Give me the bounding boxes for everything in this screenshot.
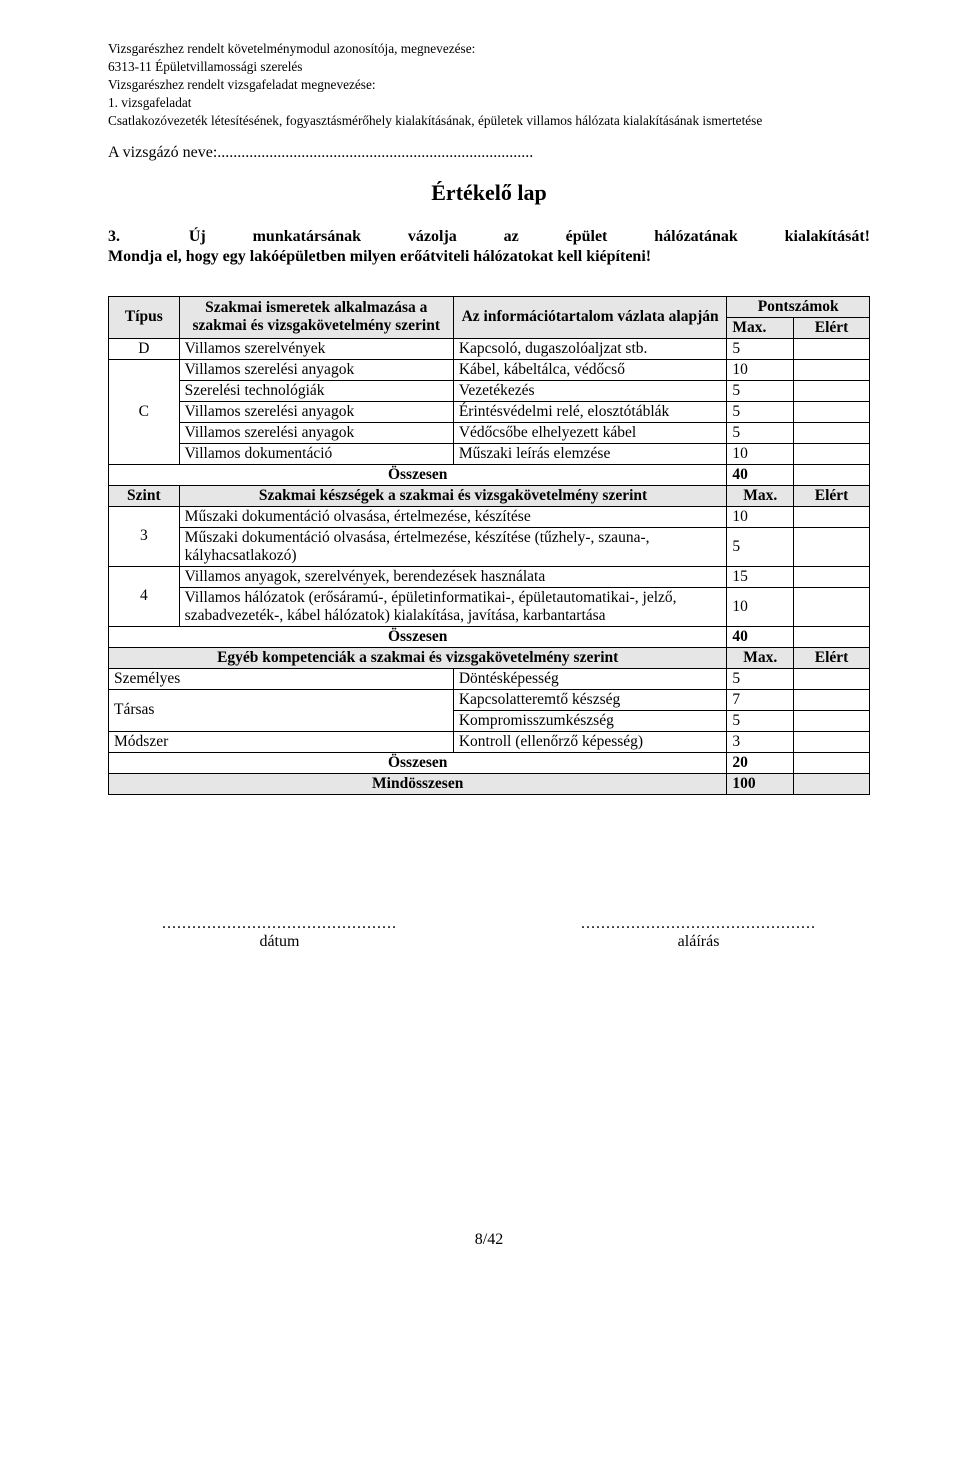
grand-total-label: Mindösszesen: [109, 773, 727, 794]
cell-max: 5: [727, 401, 794, 422]
cell-max: 10: [727, 443, 794, 464]
cell-szint-3: 3: [109, 506, 180, 566]
evaluation-table: Típus Szakmai ismeretek alkalmazása a sz…: [108, 296, 870, 795]
page-number: 8/42: [108, 1231, 870, 1249]
cell-got: [794, 689, 870, 710]
cell-comp-item: Kompromisszumkészség: [453, 710, 727, 731]
signature-row: ........................................…: [108, 915, 870, 951]
th-got: Elért: [794, 647, 870, 668]
sum-val: 40: [727, 626, 794, 647]
task-text-2: Mondja el, hogy egy lakóépületben milyen…: [108, 248, 870, 266]
date-dots: ........................................…: [108, 915, 451, 933]
cell-max: 7: [727, 689, 794, 710]
cell-max: 10: [727, 506, 794, 527]
th-egyeb: Egyéb kompetenciák a szakmai és vizsgakö…: [109, 647, 727, 668]
cell-comp-cat: Személyes: [109, 668, 454, 689]
cell-info: Kapcsoló, dugaszolóaljzat stb.: [453, 338, 727, 359]
cell-max: 5: [727, 527, 794, 566]
sum-val: 40: [727, 464, 794, 485]
th-info: Az információtartalom vázlata alapján: [453, 296, 727, 338]
cell-max: 15: [727, 566, 794, 587]
signature-label: aláírás: [527, 933, 870, 951]
header-meta: Vizsgarészhez rendelt követelménymodul a…: [108, 40, 870, 130]
cell-got: [794, 731, 870, 752]
header-line: Csatlakozóvezeték létesítésének, fogyasz…: [108, 112, 870, 130]
header-line: 1. vizsgafeladat: [108, 94, 870, 112]
cell-got: [794, 506, 870, 527]
cell-got: [794, 668, 870, 689]
th-max: Max.: [727, 647, 794, 668]
cell-comp-item: Döntésképesség: [453, 668, 727, 689]
sum-row: Összesen: [109, 752, 727, 773]
cell-type-c: C: [109, 359, 180, 464]
sum-val: 20: [727, 752, 794, 773]
th-got: Elért: [794, 485, 870, 506]
cell-skill: Villamos szerelési anyagok: [179, 359, 453, 380]
examinee-name-line: A vizsgázó neve:........................…: [108, 144, 870, 162]
cell-info: Vezetékezés: [453, 380, 727, 401]
th-max: Max.: [727, 485, 794, 506]
th-got: Elért: [794, 317, 870, 338]
cell-skill: Villamos szerelvények: [179, 338, 453, 359]
page-title: Értékelő lap: [108, 180, 870, 206]
cell-got: [794, 380, 870, 401]
cell-got: [794, 566, 870, 587]
cell-skill-desc: Műszaki dokumentáció olvasása, értelmezé…: [179, 527, 727, 566]
task-paragraph: 3. Új munkatársának vázolja az épület há…: [108, 228, 870, 246]
th-max: Max.: [727, 317, 794, 338]
cell-skill-desc: Villamos anyagok, szerelvények, berendez…: [179, 566, 727, 587]
cell-skill-desc: Villamos hálózatok (erősáramú-, épületin…: [179, 587, 727, 626]
cell-got: [794, 587, 870, 626]
cell-szint-4: 4: [109, 566, 180, 626]
th-szint: Szint: [109, 485, 180, 506]
cell-got: [794, 626, 870, 647]
cell-skill: Villamos szerelési anyagok: [179, 422, 453, 443]
cell-max: 5: [727, 710, 794, 731]
cell-type-d: D: [109, 338, 180, 359]
cell-got: [794, 359, 870, 380]
cell-skill: Villamos dokumentáció: [179, 443, 453, 464]
cell-got: [794, 338, 870, 359]
cell-got: [794, 464, 870, 485]
header-line: Vizsgarészhez rendelt követelménymodul a…: [108, 40, 870, 58]
sum-row: Összesen: [109, 626, 727, 647]
task-number: 3.: [108, 228, 142, 246]
th-keszseg: Szakmai készségek a szakmai és vizsgaköv…: [179, 485, 727, 506]
date-label: dátum: [108, 933, 451, 951]
grand-total-val: 100: [727, 773, 794, 794]
cell-comp-item: Kapcsolatteremtő készség: [453, 689, 727, 710]
cell-max: 10: [727, 587, 794, 626]
task-text-1: Új munkatársának vázolja az épület hálóz…: [189, 228, 870, 245]
cell-comp-item: Kontroll (ellenőrző képesség): [453, 731, 727, 752]
cell-max: 5: [727, 422, 794, 443]
cell-info: Védőcsőbe elhelyezett kábel: [453, 422, 727, 443]
cell-max: 5: [727, 668, 794, 689]
cell-got: [794, 401, 870, 422]
signature-dots: ........................................…: [527, 915, 870, 933]
cell-skill: Szerelési technológiák: [179, 380, 453, 401]
cell-got: [794, 422, 870, 443]
th-points: Pontszámok: [727, 296, 870, 317]
cell-info: Kábel, kábeltálca, védőcső: [453, 359, 727, 380]
header-line: 6313-11 Épületvillamossági szerelés: [108, 58, 870, 76]
cell-got: [794, 752, 870, 773]
cell-info: Műszaki leírás elemzése: [453, 443, 727, 464]
cell-max: 5: [727, 380, 794, 401]
cell-max: 10: [727, 359, 794, 380]
cell-got: [794, 527, 870, 566]
cell-comp-cat: Társas: [109, 689, 454, 731]
cell-got: [794, 443, 870, 464]
sum-row: Összesen: [109, 464, 727, 485]
cell-max: 3: [727, 731, 794, 752]
cell-info: Érintésvédelmi relé, elosztótáblák: [453, 401, 727, 422]
th-type: Típus: [109, 296, 180, 338]
header-line: Vizsgarészhez rendelt vizsgafeladat megn…: [108, 76, 870, 94]
cell-skill-desc: Műszaki dokumentáció olvasása, értelmezé…: [179, 506, 727, 527]
cell-got: [794, 710, 870, 731]
cell-skill: Villamos szerelési anyagok: [179, 401, 453, 422]
cell-comp-cat: Módszer: [109, 731, 454, 752]
cell-got: [794, 773, 870, 794]
th-skill: Szakmai ismeretek alkalmazása a szakmai …: [179, 296, 453, 338]
cell-max: 5: [727, 338, 794, 359]
